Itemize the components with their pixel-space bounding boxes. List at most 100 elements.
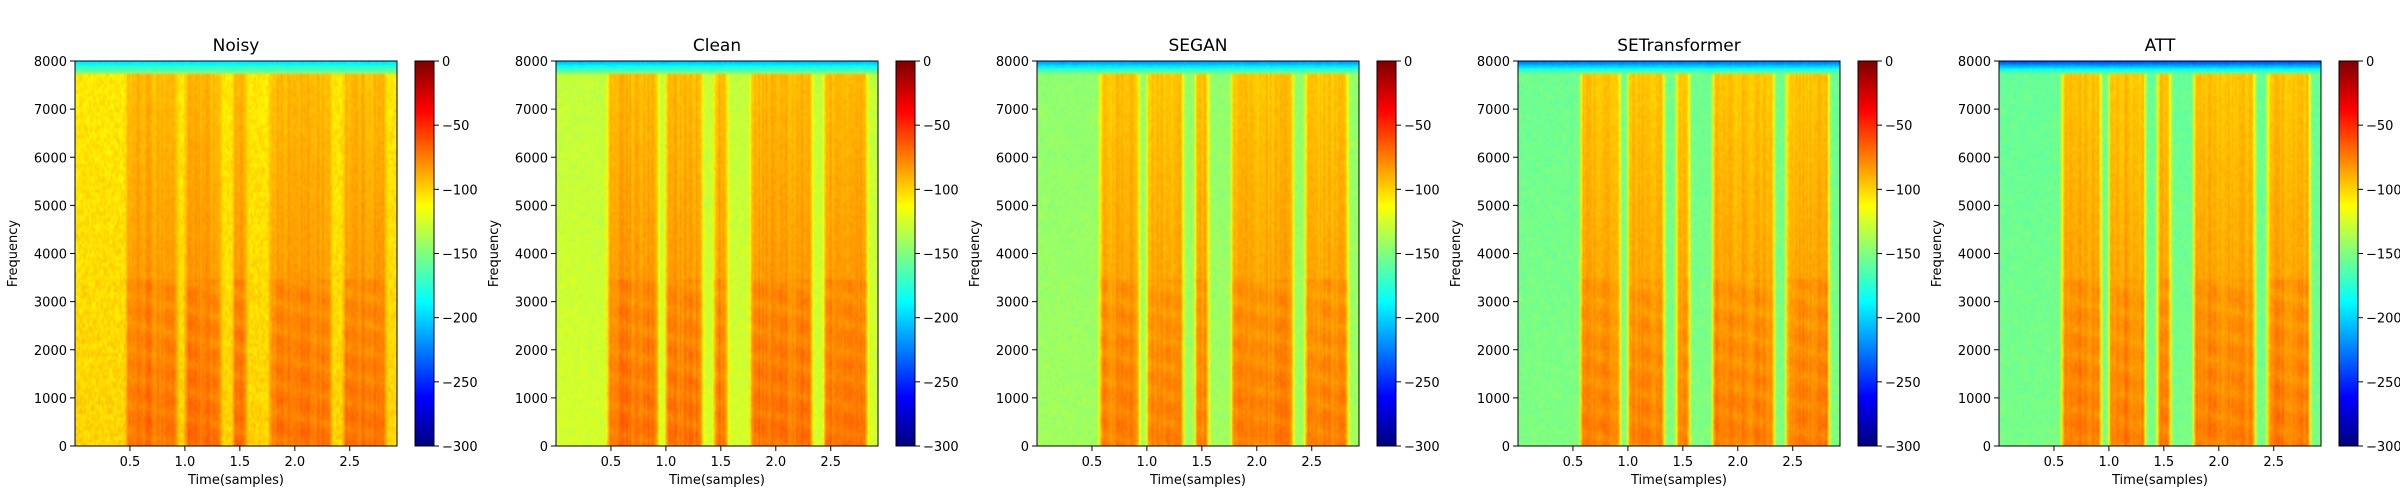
colorbar: 0 −50 −100 −150 −200 −250 −300 <box>895 55 959 455</box>
y-tick-label: 0 <box>1983 440 1991 455</box>
colorbar: 0 −50 −100 −150 −200 −250 −300 <box>1376 55 1440 455</box>
colorbar-tick-label: −150 <box>2366 248 2400 263</box>
y-tick-label: 5000 <box>34 199 67 214</box>
y-tick-label: 0 <box>1021 440 1029 455</box>
x-tick-label: 1.0 <box>656 455 677 470</box>
x-tick-label: 2.5 <box>1782 455 1803 470</box>
x-tick-label: 1.0 <box>1618 455 1639 470</box>
colorbar-tick-label: −200 <box>923 312 959 327</box>
y-tick-label: 3000 <box>34 296 67 311</box>
x-tick-label: 2.5 <box>820 455 841 470</box>
y-tick-label: 3000 <box>1477 296 1510 311</box>
y-axis-label: Frequency <box>1930 220 1945 287</box>
y-tick-label: 6000 <box>34 151 67 166</box>
y-tick-label: 4000 <box>996 248 1029 263</box>
x-tick-label: 2.0 <box>2208 455 2229 470</box>
colorbar-tick-label: −50 <box>2366 119 2393 134</box>
y-tick-label: 0 <box>540 440 548 455</box>
y-tick-label: 3000 <box>996 296 1029 311</box>
y-tick-label: 3000 <box>1958 296 1991 311</box>
y-tick-label: 2000 <box>996 344 1029 359</box>
y-tick-label: 1000 <box>515 392 548 407</box>
colorbar-tick-label: −300 <box>1404 440 1440 455</box>
spectrogram-heatmap <box>1037 61 1359 446</box>
spectrogram-panel-1: Noisy 0.5 1.0 1.5 2.0 2.5 0 1000 2000 3000 4000 500… <box>6 36 478 488</box>
x-tick-label: 2.5 <box>1301 455 1322 470</box>
colorbar-tick-label: −150 <box>1885 248 1921 263</box>
colorbar-tick-label: −200 <box>2366 312 2400 327</box>
colorbar-tick-label: −300 <box>923 440 959 455</box>
colorbar-tick-label: −300 <box>442 440 478 455</box>
y-tick-label: 1000 <box>996 392 1029 407</box>
colorbar-tick-label: −250 <box>2366 376 2400 391</box>
colorbar: 0 −50 −100 −150 −200 −250 −300 <box>2338 55 2400 455</box>
y-tick-label: 5000 <box>515 199 548 214</box>
y-tick-label: 2000 <box>1477 344 1510 359</box>
colorbar-gradient <box>896 61 915 446</box>
chart-title: ATT <box>2145 36 2176 56</box>
y-tick-label: 5000 <box>1958 199 1991 214</box>
colorbar: 0 −50 −100 −150 −200 −250 −300 <box>1857 55 1921 455</box>
y-tick-label: 2000 <box>1958 344 1991 359</box>
y-tick-label: 1000 <box>1958 392 1991 407</box>
x-axis-label: Time(samples) <box>1149 473 1246 488</box>
y-tick-label: 8000 <box>34 55 67 70</box>
x-tick-label: 2.0 <box>284 455 305 470</box>
colorbar-tick-label: −250 <box>1404 376 1440 391</box>
x-tick-label: 0.5 <box>2044 455 2065 470</box>
x-tick-label: 2.5 <box>339 455 360 470</box>
y-tick-label: 5000 <box>996 199 1029 214</box>
colorbar-gradient <box>415 61 434 446</box>
colorbar-tick-label: −100 <box>2366 183 2400 198</box>
y-axis-label: Frequency <box>6 220 21 287</box>
colorbar-tick-label: −100 <box>1404 183 1440 198</box>
x-tick-label: 2.0 <box>1246 455 1267 470</box>
colorbar-tick-label: −100 <box>1885 183 1921 198</box>
colorbar-tick-label: −50 <box>442 119 469 134</box>
y-tick-label: 2000 <box>515 344 548 359</box>
x-tick-label: 1.5 <box>711 455 732 470</box>
x-tick-label: 1.5 <box>2154 455 2175 470</box>
y-tick-label: 8000 <box>996 55 1029 70</box>
y-tick-label: 7000 <box>515 103 548 118</box>
colorbar-tick-label: −100 <box>442 183 478 198</box>
x-tick-label: 2.0 <box>1727 455 1748 470</box>
spectrogram-panel-3: SEGAN 0.5 1.0 1.5 2.0 2.5 0 1000 2000 3000 4000 500… <box>968 36 1440 488</box>
spectrogram-panel-2: Clean 0.5 1.0 1.5 2.0 2.5 0 1000 2000 3000 4000 500… <box>487 36 959 488</box>
x-tick-label: 0.5 <box>1082 455 1103 470</box>
y-tick-label: 4000 <box>1958 248 1991 263</box>
y-axis-label: Frequency <box>968 220 983 287</box>
x-tick-label: 2.0 <box>765 455 786 470</box>
colorbar-tick-label: −150 <box>442 248 478 263</box>
y-tick-label: 7000 <box>1477 103 1510 118</box>
x-tick-label: 1.0 <box>2099 455 2120 470</box>
colorbar-tick-label: −300 <box>1885 440 1921 455</box>
y-tick-label: 0 <box>1502 440 1510 455</box>
y-tick-label: 4000 <box>1477 248 1510 263</box>
colorbar-tick-label: −250 <box>442 376 478 391</box>
colorbar-tick-label: −200 <box>442 312 478 327</box>
x-tick-label: 0.5 <box>120 455 141 470</box>
x-tick-label: 1.5 <box>1192 455 1213 470</box>
spectrogram-panel-5: ATT 0.5 1.0 1.5 2.0 2.5 0 1000 2000 3000 4000 5000 6… <box>1930 36 2400 488</box>
y-tick-label: 3000 <box>515 296 548 311</box>
x-tick-label: 0.5 <box>1563 455 1584 470</box>
y-tick-label: 1000 <box>34 392 67 407</box>
spectrogram-heatmap <box>1999 61 2321 446</box>
spectrogram-heatmap <box>556 61 878 446</box>
y-tick-label: 6000 <box>1477 151 1510 166</box>
y-tick-label: 2000 <box>34 344 67 359</box>
y-axis-label: Frequency <box>1449 220 1464 287</box>
colorbar-tick-label: −50 <box>1885 119 1912 134</box>
colorbar-gradient <box>1858 61 1877 446</box>
chart-title: SETransformer <box>1617 36 1741 56</box>
colorbar: 0 −50 −100 −150 −200 −250 −300 <box>414 55 478 455</box>
colorbar-tick-label: −200 <box>1885 312 1921 327</box>
spectrogram-heatmap <box>75 61 397 446</box>
y-tick-label: 5000 <box>1477 199 1510 214</box>
x-tick-label: 1.0 <box>1137 455 1158 470</box>
chart-title: SEGAN <box>1168 36 1227 56</box>
colorbar-tick-label: 0 <box>1885 55 1893 70</box>
y-tick-label: 8000 <box>515 55 548 70</box>
